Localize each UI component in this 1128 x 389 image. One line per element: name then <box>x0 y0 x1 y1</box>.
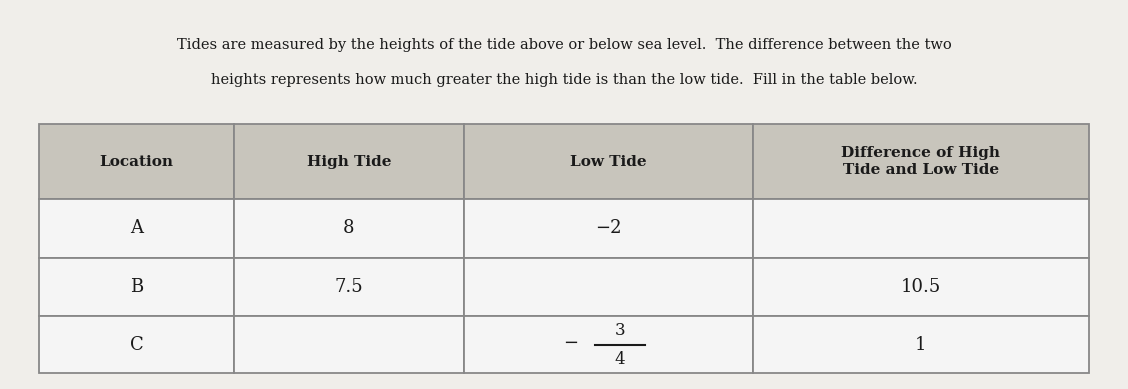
Text: B: B <box>130 278 143 296</box>
Text: 1: 1 <box>915 336 926 354</box>
Bar <box>752 316 1089 373</box>
Bar <box>752 199 1089 258</box>
Text: Difference of High
Tide and Low Tide: Difference of High Tide and Low Tide <box>841 146 1001 177</box>
Text: heights represents how much greater the high tide is than the low tide.  Fill in: heights represents how much greater the … <box>211 73 917 87</box>
Bar <box>465 124 752 199</box>
Text: −2: −2 <box>596 219 622 237</box>
Text: 8: 8 <box>343 219 354 237</box>
Text: Tides are measured by the heights of the tide above or below sea level.  The dif: Tides are measured by the heights of the… <box>177 38 951 52</box>
Text: −: − <box>563 334 578 352</box>
Bar <box>465 199 752 258</box>
Text: 7.5: 7.5 <box>335 278 363 296</box>
Text: A: A <box>130 219 143 237</box>
Bar <box>752 258 1089 316</box>
Bar <box>465 258 752 316</box>
Bar <box>752 124 1089 199</box>
Bar <box>39 124 233 199</box>
Text: Location: Location <box>99 155 174 169</box>
Bar <box>465 316 752 373</box>
Text: High Tide: High Tide <box>307 155 391 169</box>
Text: 10.5: 10.5 <box>900 278 941 296</box>
Text: 3: 3 <box>615 322 625 338</box>
Text: C: C <box>130 336 143 354</box>
Bar <box>233 199 465 258</box>
Bar <box>233 316 465 373</box>
Bar <box>233 258 465 316</box>
Text: Low Tide: Low Tide <box>571 155 646 169</box>
Bar <box>39 316 233 373</box>
Bar <box>39 199 233 258</box>
Bar <box>233 124 465 199</box>
Text: 4: 4 <box>615 351 625 368</box>
Bar <box>39 258 233 316</box>
